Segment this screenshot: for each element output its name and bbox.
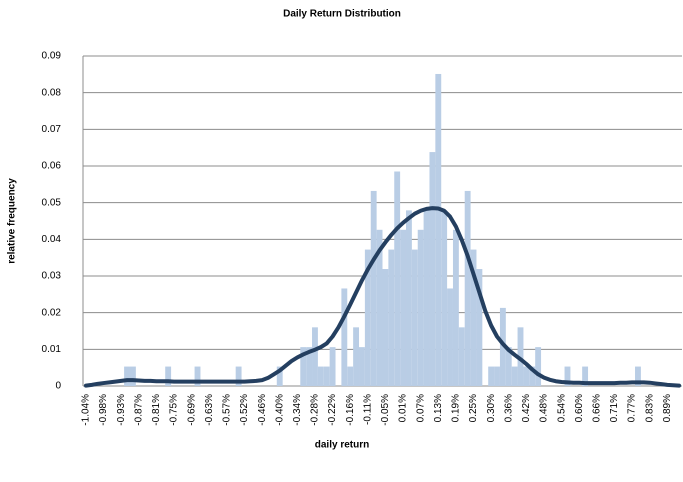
bar: [364, 249, 371, 386]
bar: [452, 229, 459, 386]
x-tick-label: 0.66%: [591, 394, 602, 422]
x-tick-label: 0.60%: [574, 394, 585, 422]
y-tick-label: 0.06: [42, 161, 62, 172]
y-tick-label: 0.02: [42, 307, 62, 318]
y-tick-label: 0.04: [42, 234, 62, 245]
bar: [347, 366, 354, 386]
bar: [124, 366, 130, 386]
bar: [370, 190, 377, 386]
y-tick-label: 0.01: [42, 344, 62, 355]
density-line: [83, 206, 682, 388]
bar: [359, 347, 365, 386]
x-axis-title: daily return: [315, 440, 369, 451]
bar: [417, 229, 424, 386]
bar: [376, 229, 383, 386]
bar: [447, 288, 453, 386]
bar: [382, 269, 389, 386]
bar: [341, 288, 348, 386]
x-tick-label: 0.83%: [644, 394, 655, 422]
x-tick-label: -1.04%: [81, 394, 92, 426]
bar: [441, 210, 448, 386]
bar: [499, 307, 506, 386]
bar: [476, 269, 483, 386]
bar: [317, 366, 324, 386]
bar: [429, 152, 436, 386]
bar: [329, 347, 336, 386]
y-axis-title: relative frequency: [7, 178, 18, 264]
x-tick-label: 0.42%: [521, 394, 532, 422]
y-tick-label: 0.03: [42, 271, 62, 282]
x-tick-label: 0.89%: [662, 394, 673, 422]
bar: [511, 366, 518, 386]
bar: [464, 190, 471, 386]
y-tick-label: 0.05: [42, 197, 62, 208]
x-tick-label: 0.25%: [468, 394, 479, 422]
x-tick-label: 0.01%: [398, 394, 409, 422]
x-tick-label: 0.36%: [503, 394, 514, 422]
bar: [505, 347, 512, 386]
y-tick-label: 0.09: [42, 51, 62, 62]
x-tick-label: 0.13%: [433, 394, 444, 422]
bar: [564, 366, 571, 386]
x-tick-label: 0.48%: [539, 394, 550, 422]
bar: [423, 210, 430, 386]
x-tick-label: -0.40%: [274, 394, 285, 426]
x-tick-label: 0.07%: [415, 394, 426, 422]
bar: [435, 73, 442, 386]
bar: [300, 347, 307, 386]
x-tick-label: -0.22%: [327, 394, 338, 426]
bar: [458, 327, 465, 386]
bar: [400, 229, 406, 386]
x-tick-label: -0.98%: [98, 394, 109, 426]
x-tick-label: -0.05%: [380, 394, 391, 426]
bar: [494, 366, 500, 386]
x-tick-label: 0.71%: [609, 394, 620, 422]
bar: [523, 366, 530, 386]
bar: [582, 366, 589, 386]
x-tick-label: -0.34%: [292, 394, 303, 426]
bar: [312, 327, 318, 386]
x-tick-label: -0.16%: [345, 394, 356, 426]
bar: [529, 366, 536, 386]
x-tick-label: -0.46%: [257, 394, 268, 426]
x-tick-label: -0.28%: [310, 394, 321, 426]
x-tick-label: -0.11%: [362, 394, 373, 425]
x-tick-label: -0.63%: [204, 394, 215, 426]
bar: [517, 327, 524, 386]
x-tick-label: 0.19%: [451, 394, 462, 422]
x-tick-label: -0.87%: [133, 394, 144, 426]
bar: [165, 366, 172, 386]
x-tick-label: -0.57%: [222, 394, 233, 426]
bar: [394, 171, 401, 386]
x-tick-label: -0.81%: [151, 394, 162, 426]
bar: [411, 249, 418, 386]
bar: [194, 366, 201, 386]
y-tick-label: 0: [55, 381, 61, 392]
x-tick-label: -0.93%: [116, 394, 127, 426]
x-tick-label: -0.69%: [186, 394, 197, 426]
chart-title: Daily Return Distribution: [283, 9, 401, 20]
bar: [405, 210, 412, 386]
x-tick-label: -0.75%: [169, 394, 180, 426]
x-tick-label: -0.52%: [239, 394, 250, 426]
bar: [488, 366, 495, 386]
bar: [129, 366, 136, 386]
y-tick-label: 0.07: [42, 124, 62, 135]
bar: [470, 249, 477, 386]
bar: [235, 366, 242, 386]
bar: [388, 249, 395, 386]
bar: [635, 366, 641, 386]
bar: [276, 366, 283, 386]
y-tick-label: 0.08: [42, 87, 62, 98]
bar: [306, 347, 313, 386]
x-tick-label: 0.77%: [627, 394, 638, 422]
bar: [323, 366, 330, 386]
x-tick-label: 0.54%: [556, 394, 567, 422]
bar: [535, 347, 542, 386]
x-tick-label: 0.30%: [486, 394, 497, 422]
bar: [353, 327, 360, 386]
